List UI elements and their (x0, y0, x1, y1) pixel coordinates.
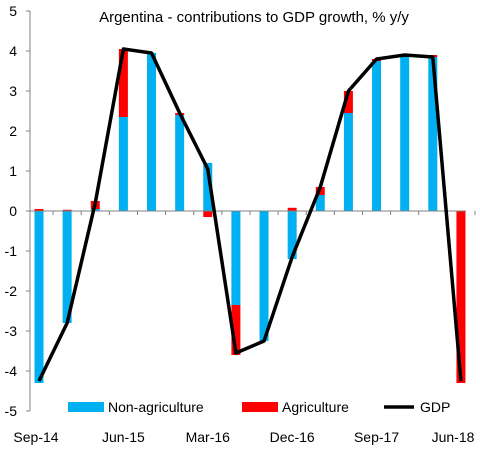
y-tick-label: 0 (9, 203, 17, 219)
bar-non-agriculture-dec-16 (287, 211, 297, 259)
x-tick-label: Sep-17 (354, 429, 399, 445)
bar-non-agriculture-sep-16 (259, 211, 269, 341)
bar-agriculture-mar-16 (203, 211, 213, 217)
y-tick-label: 4 (9, 43, 17, 59)
x-tick-label: Jun-15 (102, 429, 145, 445)
y-tick-label: -5 (5, 403, 18, 419)
legend-swatch-non-agriculture (68, 402, 104, 412)
y-tick-label: -2 (5, 283, 18, 299)
bar-non-agriculture-jun-17 (343, 113, 353, 211)
series-line-gdp (37, 47, 463, 382)
bar-agriculture-jun-17 (343, 91, 353, 113)
bar-agriculture-dec-14 (62, 209, 72, 211)
bar-agriculture-dec-16 (287, 207, 297, 211)
bar-agriculture-sep-14 (34, 209, 44, 211)
legend-label-gdp: GDP (420, 399, 450, 415)
bar-agriculture-jun-15 (118, 49, 128, 117)
bar-non-agriculture-mar-17 (315, 195, 325, 211)
y-tick-label: 3 (9, 83, 17, 99)
bar-non-agriculture-jun-16 (231, 211, 241, 305)
bar-non-agriculture-sep-14 (34, 211, 44, 383)
y-tick-label: -4 (5, 363, 18, 379)
y-tick-label: 5 (9, 3, 17, 19)
bar-non-agriculture-sep-15 (147, 53, 157, 211)
bar-agriculture-jun-16 (231, 305, 241, 355)
y-tick-label: 2 (9, 123, 17, 139)
bar-non-agriculture-dec-14 (62, 211, 72, 323)
y-tick-label: -3 (5, 323, 18, 339)
bar-agriculture-jun-18 (456, 211, 466, 383)
bar-non-agriculture-dec-15 (175, 115, 185, 211)
bar-non-agriculture-mar-18 (428, 57, 438, 211)
bar-non-agriculture-sep-17 (372, 61, 382, 211)
bar-non-agriculture-mar-16 (203, 163, 213, 211)
legend: Non-agriculture Agriculture GDP (68, 399, 450, 415)
bar-non-agriculture-jun-15 (118, 117, 128, 211)
x-tick-label: Sep-14 (13, 429, 58, 445)
legend-label-non-agriculture: Non-agriculture (108, 399, 204, 415)
bars-layer (34, 49, 466, 383)
x-tick-label: Jun-18 (432, 429, 475, 445)
legend-swatch-agriculture (242, 402, 278, 412)
y-tick-label: -1 (5, 243, 18, 259)
x-tick-label: Dec-16 (270, 429, 315, 445)
y-tick-label: 1 (9, 163, 17, 179)
gdp-line-layer (37, 47, 463, 382)
bar-non-agriculture-dec-17 (400, 57, 410, 211)
x-tick-label: Mar-16 (186, 429, 231, 445)
legend-label-agriculture: Agriculture (282, 399, 349, 415)
axes-layer: -5 -4 -3 -2 -1 0 1 2 3 4 5 Sep-14 Jun-15 Mar-16 Dec-16… (5, 3, 476, 445)
chart-title: Argentina - contributions to GDP growth,… (99, 9, 409, 26)
